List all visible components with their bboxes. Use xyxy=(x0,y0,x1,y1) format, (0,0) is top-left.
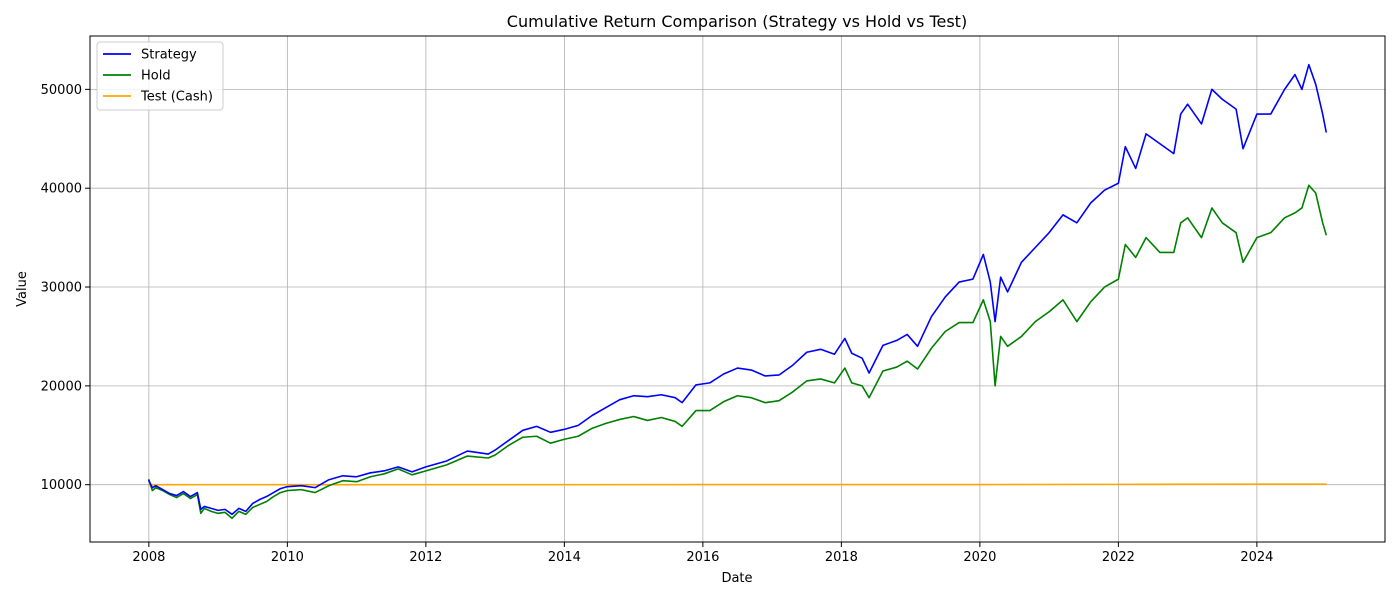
chart-title: Cumulative Return Comparison (Strategy v… xyxy=(507,12,967,31)
plot-frame xyxy=(89,35,1386,543)
y-tick-label: 40000 xyxy=(41,182,82,197)
x-tick-label: 2012 xyxy=(409,550,442,565)
legend-label-strategy: Strategy xyxy=(141,48,197,63)
legend-label-hold: Hold xyxy=(141,69,171,84)
x-tick-label: 2020 xyxy=(963,550,996,565)
legend-label-test-cash: Test (Cash) xyxy=(140,90,213,105)
y-axis-title: Value xyxy=(15,271,30,307)
x-tick-label: 2008 xyxy=(132,550,165,565)
axis-ticks: 2008 2010 2012 2014 2016 2018 2020 2022 2024 1000… xyxy=(41,83,1274,565)
x-tick-label: 2022 xyxy=(1102,550,1135,565)
x-tick-label: 2016 xyxy=(686,550,719,565)
series-lines xyxy=(148,63,1327,520)
x-tick-label: 2010 xyxy=(271,550,304,565)
series-line-strategy xyxy=(148,63,1327,516)
x-axis-title: Date xyxy=(721,571,752,586)
x-tick-label: 2024 xyxy=(1240,550,1273,565)
y-tick-label: 30000 xyxy=(41,281,82,296)
series-line-hold xyxy=(148,184,1327,520)
y-tick-label: 10000 xyxy=(41,478,82,493)
legend-box xyxy=(96,41,224,111)
x-tick-label: 2014 xyxy=(548,550,581,565)
x-tick-label: 2018 xyxy=(825,550,858,565)
y-tick-label: 20000 xyxy=(41,379,82,394)
y-tick-label: 50000 xyxy=(41,83,82,98)
legend: Strategy Hold Test (Cash) xyxy=(96,41,224,111)
